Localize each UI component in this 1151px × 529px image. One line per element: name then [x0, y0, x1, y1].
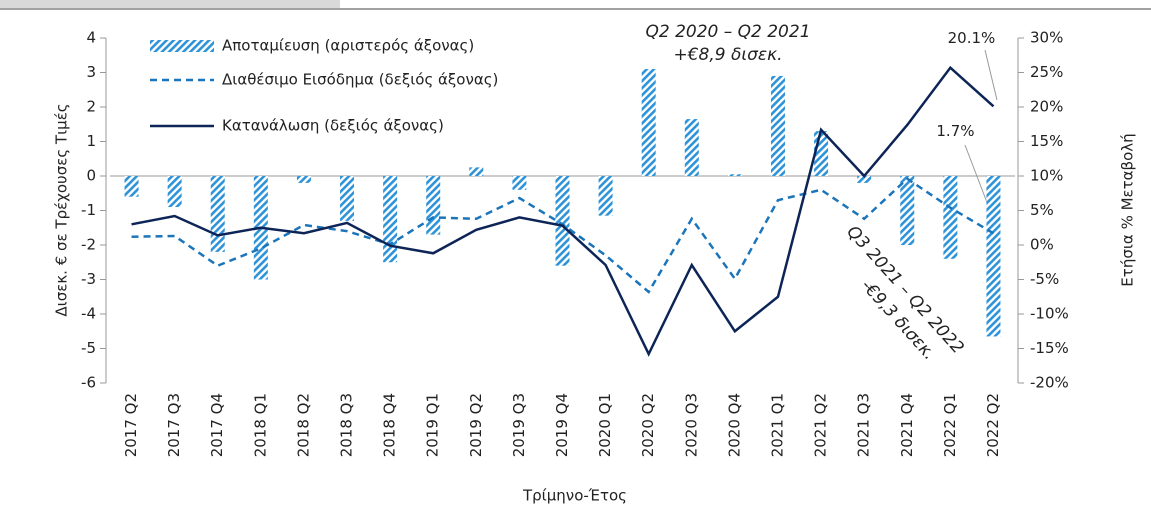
y-tick-label: -5 [81, 339, 96, 357]
x-tick-label: 2021 Q2 [812, 393, 830, 457]
bar [684, 119, 699, 176]
bar [296, 176, 311, 183]
x-tick-label: 2017 Q3 [165, 393, 183, 457]
y2-tick-label: -10% [1030, 305, 1069, 323]
bar [598, 176, 613, 216]
legend-swatch [150, 40, 214, 52]
y-tick-label: 1 [86, 132, 96, 150]
y2-tick-label: 0% [1030, 236, 1054, 254]
x-tick-label: 2018 Q1 [251, 393, 269, 457]
y2-tick-label: 20% [1030, 98, 1063, 116]
legend-label: Κατανάλωση (δεξιός άξονας) [222, 117, 444, 135]
header-strip [0, 0, 340, 8]
bar [124, 176, 139, 197]
y-tick-label: -2 [81, 236, 96, 254]
bar [943, 176, 958, 259]
legend-label: Αποταμίευση (αριστερός άξονας) [222, 37, 474, 55]
data-label: 20.1% [948, 29, 996, 47]
x-tick-label: 2019 Q3 [510, 393, 528, 457]
bar [900, 176, 915, 245]
y2-tick-label: -20% [1030, 374, 1069, 392]
bar [210, 176, 225, 252]
annotation: Q2 2020 – Q2 2021 [645, 22, 810, 42]
y2-tick-label: -15% [1030, 339, 1069, 357]
x-tick-label: 2019 Q1 [424, 393, 442, 457]
bar [167, 176, 182, 208]
x-axis-title: Τρίμηνο-Έτος [522, 487, 627, 505]
x-tick-label: 2020 Q1 [596, 393, 614, 457]
y-tick-label: 0 [86, 167, 96, 185]
bar [986, 176, 1001, 337]
bar [512, 176, 527, 190]
x-tick-label: 2022 Q1 [941, 393, 959, 457]
x-tick-label: 2017 Q2 [122, 393, 140, 457]
bar [555, 176, 570, 266]
bar [770, 75, 785, 176]
annotation: +€8,9 δισεκ. [673, 45, 782, 65]
y-axis-title: Δισεκ. € σε Τρέχουσες Τιμές [53, 103, 71, 316]
x-tick-label: 2021 Q3 [855, 393, 873, 457]
x-tick-label: 2019 Q4 [553, 393, 571, 457]
line-series [131, 177, 995, 294]
x-tick-label: 2017 Q4 [208, 393, 226, 457]
bar [340, 176, 355, 221]
y-tick-label: -3 [81, 270, 96, 288]
bar [426, 176, 441, 235]
bar [383, 176, 398, 263]
x-tick-label: 2018 Q3 [338, 393, 356, 457]
bar [469, 167, 484, 176]
x-tick-label: 2018 Q2 [294, 393, 312, 457]
x-tick-label: 2022 Q2 [984, 393, 1002, 457]
x-tick-label: 2020 Q3 [682, 393, 700, 457]
y2-tick-label: -5% [1030, 270, 1059, 288]
data-label: 1.7% [936, 122, 974, 140]
y-tick-label: -6 [81, 374, 96, 392]
bar [857, 176, 872, 183]
y2-axis-title: Ετήσια % Μεταβολή [1119, 133, 1137, 286]
y2-tick-label: 25% [1030, 63, 1063, 81]
x-tick-label: 2020 Q2 [639, 393, 657, 457]
y-tick-label: 2 [86, 98, 96, 116]
y-tick-label: 3 [86, 63, 96, 81]
y-tick-label: -4 [81, 305, 96, 323]
y-tick-label: -1 [81, 201, 96, 219]
bar [727, 174, 742, 176]
line-series [131, 65, 995, 357]
x-tick-label: 2021 Q1 [768, 393, 786, 457]
legend-label: Διαθέσιμο Εισόδημα (δεξιός άξονας) [222, 71, 498, 89]
y2-tick-label: 10% [1030, 167, 1063, 185]
y2-tick-label: 30% [1030, 29, 1063, 47]
y2-tick-label: 5% [1030, 201, 1054, 219]
bar [641, 69, 656, 176]
y2-tick-label: 15% [1030, 132, 1063, 150]
leader-line [984, 49, 998, 101]
x-tick-label: 2021 Q4 [898, 393, 916, 457]
x-tick-label: 2019 Q2 [467, 393, 485, 457]
x-tick-label: 2018 Q4 [381, 393, 399, 457]
y-tick-label: 4 [86, 29, 96, 47]
x-tick-label: 2020 Q4 [725, 393, 743, 457]
